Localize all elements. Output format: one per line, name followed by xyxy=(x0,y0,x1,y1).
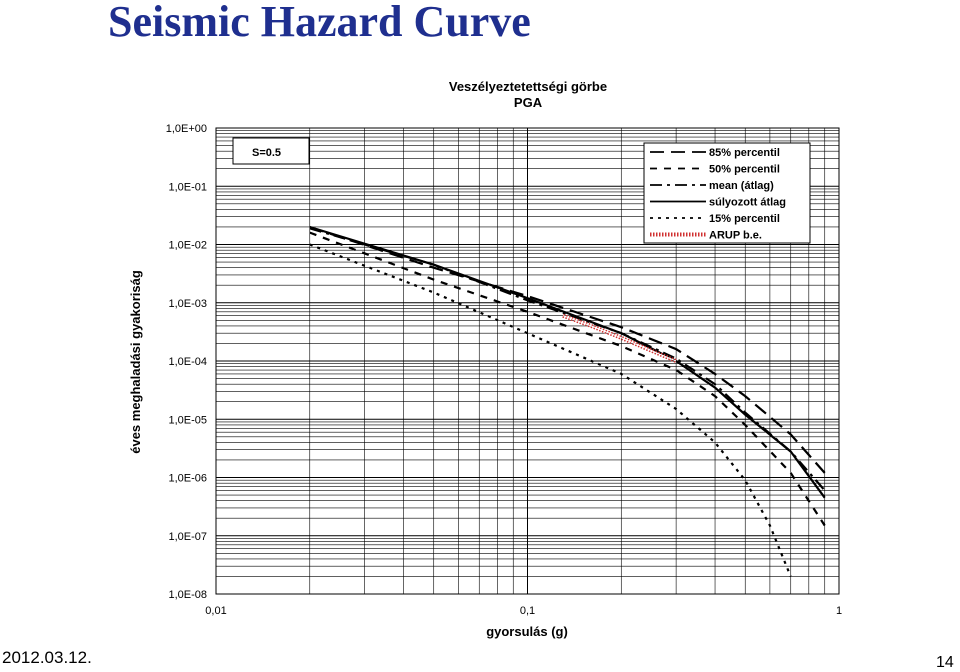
legend-box xyxy=(643,142,811,244)
y-tick-label: 1,0E-03 xyxy=(168,298,207,310)
annotation-box xyxy=(232,137,310,165)
legend-label: 85% percentil xyxy=(709,147,780,159)
series-15-percentil xyxy=(309,243,792,577)
y-tick-label: 1,0E-05 xyxy=(168,414,207,426)
x-tick-label: 1 xyxy=(836,605,842,617)
series-85-percentil xyxy=(309,225,826,474)
series-lines xyxy=(309,225,826,577)
plot-frame xyxy=(215,127,840,595)
y-tick-label: 1,0E-04 xyxy=(168,356,207,368)
y-axis-label: éves meghaladási gyakoriság xyxy=(128,270,143,454)
series-50-percentil xyxy=(309,231,826,527)
slide-title: Seismic Hazard Curve xyxy=(108,0,531,46)
y-tick-label: 1,0E+00 xyxy=(166,123,207,135)
grid-lines xyxy=(215,128,839,595)
x-tick-label: 0,01 xyxy=(205,605,226,617)
y-tick-label: 1,0E-06 xyxy=(168,473,207,485)
x-tick-label: 0,1 xyxy=(520,605,535,617)
legend-label: súlyozott átlag xyxy=(709,197,786,209)
annotation-label: S=0.5 xyxy=(252,147,281,159)
y-tick-label: 1,0E-01 xyxy=(168,181,207,193)
series-arup-b-e-core xyxy=(562,315,677,362)
legend-label: ARUP b.e. xyxy=(709,230,762,242)
slide-page-number: 14 xyxy=(936,654,954,671)
y-tick-label: 1,0E-07 xyxy=(168,531,207,543)
chart-title: Veszélyeztetettségi görbe xyxy=(449,79,607,94)
y-tick-labels: 1,0E+00 1,0E-01 1,0E-02 1,0E-03 1,0E-04 1,0E-… xyxy=(166,123,207,601)
chart-subtitle: PGA xyxy=(514,95,543,110)
slide-date: 2012.03.12. xyxy=(2,648,92,667)
legend: 85% percentil 50% percentil mean (átlag) sú… xyxy=(650,147,786,242)
x-tick-labels: 0,01 0,1 1 xyxy=(205,605,842,617)
legend-label: 50% percentil xyxy=(709,164,780,176)
y-tick-label: 1,0E-08 xyxy=(168,589,207,601)
x-axis-label: gyorsulás (g) xyxy=(486,624,568,639)
y-tick-label: 1,0E-02 xyxy=(168,240,207,252)
legend-label: 15% percentil xyxy=(709,213,780,225)
legend-label: mean (átlag) xyxy=(709,180,774,192)
